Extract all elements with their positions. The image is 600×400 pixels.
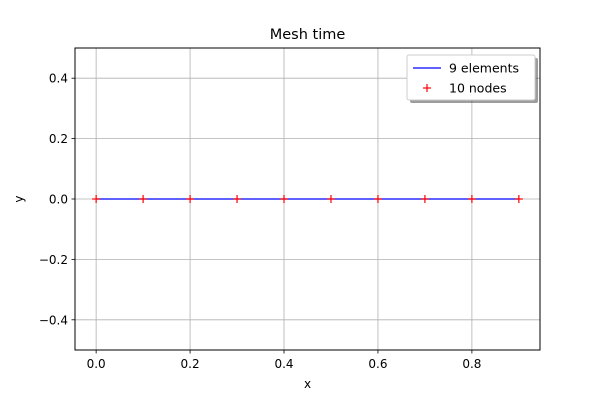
- y-tick-label: 0.4: [49, 72, 68, 86]
- node-marker: [233, 195, 242, 203]
- plot-series: [92, 195, 523, 203]
- x-tick-label: 0.0: [87, 357, 106, 371]
- y-tick-label: −0.4: [39, 313, 68, 327]
- node-marker: [280, 195, 289, 203]
- legend: 9 elements 10 nodes: [406, 54, 538, 103]
- y-tick-label: 0.0: [49, 193, 68, 207]
- node-marker: [186, 195, 195, 203]
- node-marker: [326, 195, 335, 203]
- node-marker: [514, 195, 523, 203]
- x-axis-label: x: [304, 377, 311, 391]
- x-tick-label: 0.8: [462, 357, 481, 371]
- x-tick-label: 0.2: [181, 357, 200, 371]
- legend-marker-swatch: [423, 84, 431, 92]
- y-tick-label: 0.2: [49, 132, 68, 146]
- legend-box: [406, 54, 536, 101]
- legend-entry-label: 9 elements: [449, 61, 519, 76]
- node-marker: [373, 195, 382, 203]
- node-marker: [92, 195, 101, 203]
- y-axis-label: y: [12, 195, 26, 202]
- ticks: 0.0 0.2 0.4 0.6 0.8 0.4 0.2 0.0 −0.2 −0.4: [39, 72, 482, 371]
- y-tick-label: −0.2: [39, 253, 68, 267]
- x-tick-label: 0.4: [274, 357, 293, 371]
- legend-entry-label: 10 nodes: [449, 81, 507, 96]
- node-marker: [467, 195, 476, 203]
- node-marker: [420, 195, 429, 203]
- node-marker: [139, 195, 148, 203]
- x-tick-label: 0.6: [368, 357, 387, 371]
- chart-title: Mesh time: [270, 27, 346, 43]
